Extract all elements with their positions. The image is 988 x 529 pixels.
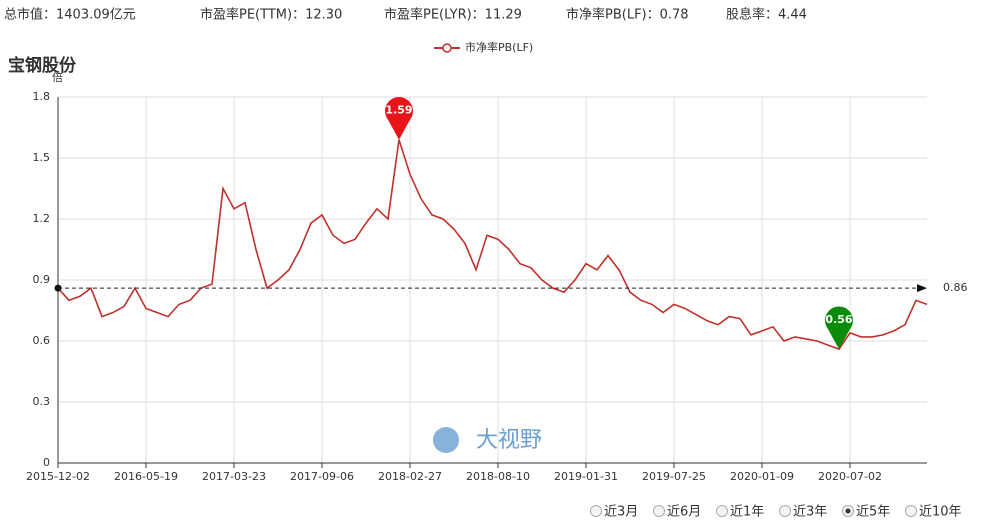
- range-radio[interactable]: [590, 505, 602, 517]
- header-stat: 股息率：4.44: [726, 7, 807, 23]
- stock-title: 宝钢股份: [8, 55, 77, 76]
- header-stat: 总市值：1403.09亿元: [4, 7, 136, 23]
- watermark-icon: [433, 427, 459, 453]
- y-unit: 倍: [52, 70, 63, 84]
- x-tick-label: 2017-09-06: [290, 470, 354, 483]
- y-tick-label: 0.9: [33, 273, 51, 286]
- x-tick-label: 2015-12-02: [26, 470, 90, 483]
- range-radio[interactable]: [905, 505, 917, 517]
- x-tick-label: 2018-02-27: [378, 470, 442, 483]
- y-tick-label: 0: [43, 456, 50, 469]
- max-pin: [385, 97, 413, 140]
- x-tick-label: 2020-01-09: [730, 470, 794, 483]
- average-arrow: [917, 284, 927, 293]
- range-label[interactable]: 近6月: [667, 505, 701, 520]
- range-radio[interactable]: [779, 505, 791, 517]
- y-tick-label: 0.3: [33, 395, 51, 408]
- header-stat: 市盈率PE(TTM)：12.30: [200, 7, 342, 23]
- header-stat: 市净率PB(LF)：0.78: [566, 7, 689, 23]
- x-tick-label: 2016-05-19: [114, 470, 178, 483]
- min-label: 0.56: [825, 313, 852, 326]
- legend-label: 市净率PB(LF): [465, 40, 533, 54]
- pb-line: [57, 139, 928, 351]
- range-label[interactable]: 近10年: [919, 505, 962, 520]
- range-label[interactable]: 近3月: [604, 505, 638, 520]
- range-radio[interactable]: [716, 505, 728, 517]
- watermark: 大视野: [476, 428, 542, 453]
- min-pin: [825, 306, 853, 350]
- y-tick-label: 1.2: [33, 212, 51, 225]
- average-start: [54, 284, 62, 292]
- x-tick-label: 2019-07-25: [642, 470, 706, 483]
- x-tick-label: 2020-07-02: [818, 470, 882, 483]
- x-tick-label: 2018-08-10: [466, 470, 530, 483]
- y-tick-label: 1.8: [33, 90, 51, 103]
- x-tick-label: 2019-01-31: [554, 470, 618, 483]
- y-tick-label: 1.5: [33, 151, 51, 164]
- average-label: 0.86: [943, 281, 968, 294]
- range-label[interactable]: 近1年: [730, 505, 764, 520]
- y-tick-label: 0.6: [33, 334, 51, 347]
- header-stat: 市盈率PE(LYR)：11.29: [384, 7, 522, 23]
- range-radio-dot[interactable]: [845, 508, 851, 514]
- legend-marker: [442, 43, 452, 53]
- range-radio[interactable]: [653, 505, 665, 517]
- range-label[interactable]: 近5年: [856, 505, 890, 520]
- x-tick-label: 2017-03-23: [202, 470, 266, 483]
- max-label: 1.59: [385, 104, 412, 117]
- range-label[interactable]: 近3年: [793, 505, 827, 520]
